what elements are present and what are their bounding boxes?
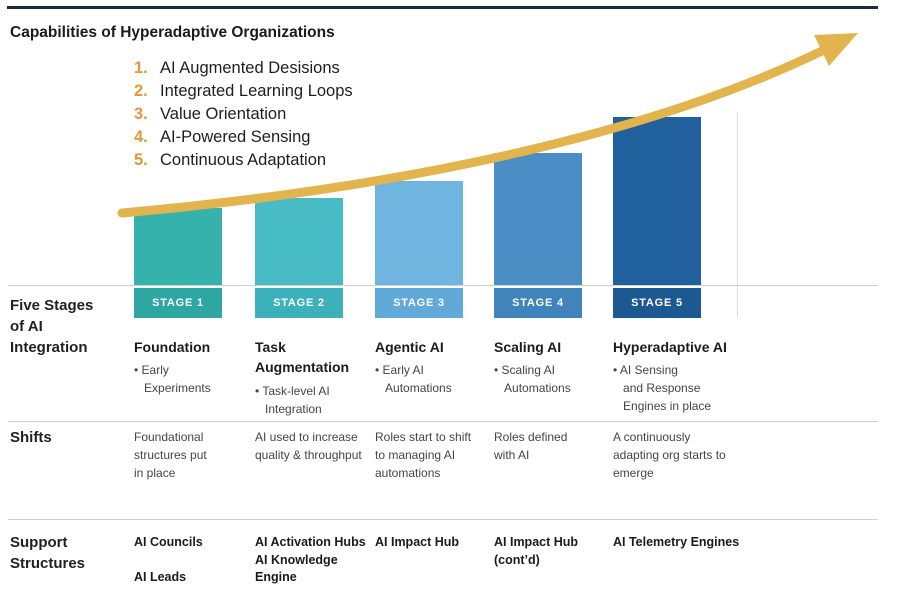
- stage-3-column: Agentic AI • Early AI Automations: [375, 337, 487, 397]
- stage-4-bullets: • Scaling AI Automations: [494, 363, 571, 396]
- stage-4-badge: STAGE 4: [494, 288, 582, 318]
- capability-label: Value Orientation: [160, 105, 287, 123]
- stage-4-name: Scaling AI: [494, 339, 562, 355]
- stage-1-bullets: • Early Experiments: [134, 363, 211, 396]
- stage-2-badge: STAGE 2: [255, 288, 343, 318]
- chart-axis-line: [737, 112, 738, 318]
- stage-3-bar: [375, 181, 463, 285]
- stage-3-name: Agentic AI: [375, 339, 444, 355]
- stage-1-support: AI Councils AI Leads: [134, 535, 203, 584]
- capability-label: AI-Powered Sensing: [160, 128, 311, 146]
- divider-shifts: [8, 421, 878, 422]
- stage-2-support: AI Activation Hubs AI Knowledge Engine: [255, 535, 366, 584]
- stage-2-name: Task Augmentation: [255, 339, 350, 376]
- stage-2-bullets: • Task-level AI Integration: [255, 383, 330, 416]
- capabilities-list: 1. AI Augmented Desisions 2. Integrated …: [134, 57, 353, 172]
- divider-stages: [8, 285, 878, 286]
- capability-item: 5. Continuous Adaptation: [134, 149, 353, 172]
- capability-item: 2. Integrated Learning Loops: [134, 80, 353, 103]
- stage-5-bullets: • AI Sensing and Response Engines in pla…: [613, 363, 712, 414]
- capability-item: 3. Value Orientation: [134, 103, 353, 126]
- row-label-support-structures: Support Structures: [10, 534, 86, 572]
- stage-2-bar: [255, 198, 343, 285]
- stage-3-badge: STAGE 3: [375, 288, 463, 318]
- stage-3-shift: Roles start to shift to managing AI auto…: [375, 430, 472, 480]
- capability-number: 2.: [134, 82, 148, 100]
- stage-4-shift: Roles defined with AI: [494, 430, 568, 462]
- row-label-shifts: Shifts: [10, 429, 52, 446]
- stage-4-bar: [494, 153, 582, 285]
- capability-label: AI Augmented Desisions: [160, 59, 340, 77]
- capability-number: 5.: [134, 151, 148, 169]
- stage-1-shift: Foundational structures put in place: [134, 430, 207, 480]
- capability-item: 4. AI-Powered Sensing: [134, 126, 353, 149]
- capability-item: 1. AI Augmented Desisions: [134, 57, 353, 80]
- stage-1-badge: STAGE 1: [134, 288, 222, 318]
- stage-5-badge: STAGE 5: [613, 288, 701, 318]
- capability-label: Continuous Adaptation: [160, 151, 327, 169]
- stage-5-name: Hyperadaptive AI: [613, 339, 727, 355]
- stage-3-support: AI Impact Hub: [375, 535, 460, 549]
- stage-5-shift: A continuously adapting org starts to em…: [613, 430, 726, 480]
- page-title: Capabilities of Hyperadaptive Organizati…: [10, 24, 335, 41]
- stage-5-column: Hyperadaptive AI • AI Sensing and Respon…: [613, 337, 773, 415]
- top-border: [7, 6, 878, 9]
- divider-support: [8, 519, 878, 520]
- stage-4-support: AI Impact Hub (cont’d): [494, 535, 579, 567]
- row-label-five-stages: Five Stages of AI Integration: [10, 297, 94, 356]
- growth-arrow-head: [814, 33, 858, 66]
- capability-label: Integrated Learning Loops: [160, 82, 353, 100]
- stage-3-bullets: • Early AI Automations: [375, 363, 452, 396]
- stage-5-support: AI Telemetry Engines: [613, 535, 740, 549]
- capability-number: 4.: [134, 128, 148, 146]
- stage-2-shift: AI used to increase quality & throughput: [255, 430, 362, 462]
- capability-number: 3.: [134, 105, 148, 123]
- capability-number: 1.: [134, 59, 148, 77]
- stage-5-bar: [613, 117, 701, 285]
- stage-2-column: Task Augmentation • Task-level AI Integr…: [255, 337, 367, 418]
- stage-1-name: Foundation: [134, 339, 211, 355]
- stage-1-bar: [134, 208, 222, 285]
- stage-4-column: Scaling AI • Scaling AI Automations: [494, 337, 606, 397]
- stage-1-column: Foundation • Early Experiments: [134, 337, 246, 397]
